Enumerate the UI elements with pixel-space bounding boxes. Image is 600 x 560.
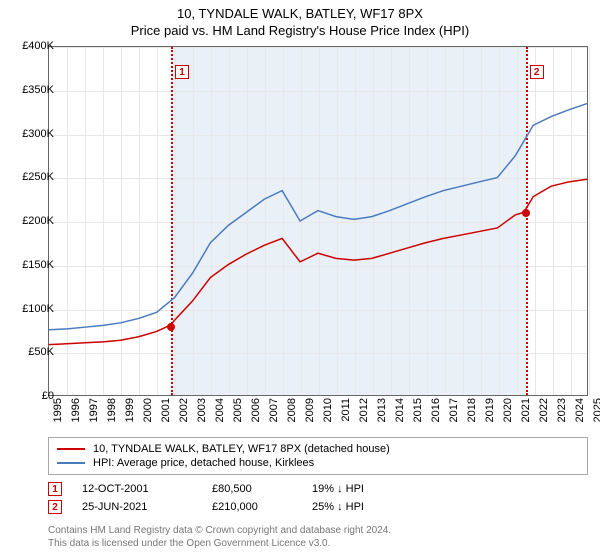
y-axis-label: £350K bbox=[22, 84, 54, 96]
x-axis-label: 2010 bbox=[322, 398, 334, 428]
x-axis-label: 2024 bbox=[574, 398, 586, 428]
x-axis-label: 2003 bbox=[196, 398, 208, 428]
x-axis-label: 2019 bbox=[484, 398, 496, 428]
series-line-property bbox=[49, 179, 587, 344]
y-axis-label: £200K bbox=[22, 215, 54, 227]
title-address: 10, TYNDALE WALK, BATLEY, WF17 8PX bbox=[0, 6, 600, 21]
transaction-date: 25-JUN-2021 bbox=[82, 501, 192, 513]
footer-line1: Contains HM Land Registry data © Crown c… bbox=[48, 524, 588, 537]
legend-label-property: 10, TYNDALE WALK, BATLEY, WF17 8PX (deta… bbox=[93, 443, 390, 455]
x-axis-label: 2005 bbox=[232, 398, 244, 428]
x-axis-label: 2014 bbox=[394, 398, 406, 428]
x-axis-label: 2017 bbox=[448, 398, 460, 428]
x-axis-label: 2020 bbox=[502, 398, 514, 428]
x-axis-label: 2002 bbox=[178, 398, 190, 428]
transaction-marker-icon: 2 bbox=[48, 500, 62, 514]
x-axis-label: 2013 bbox=[376, 398, 388, 428]
chart-lines bbox=[49, 47, 587, 395]
transaction-row: 1 12-OCT-2001 £80,500 19% ↓ HPI bbox=[48, 480, 588, 498]
x-axis-label: 2015 bbox=[412, 398, 424, 428]
footer-attribution: Contains HM Land Registry data © Crown c… bbox=[48, 524, 588, 550]
y-axis-label: £400K bbox=[22, 40, 54, 52]
title-subtitle: Price paid vs. HM Land Registry's House … bbox=[0, 23, 600, 38]
transaction-delta: 19% ↓ HPI bbox=[312, 483, 422, 495]
x-axis-label: 2016 bbox=[430, 398, 442, 428]
x-axis-label: 2007 bbox=[268, 398, 280, 428]
x-axis-label: 2011 bbox=[340, 398, 352, 428]
x-axis-label: 2018 bbox=[466, 398, 478, 428]
x-axis-label: 2006 bbox=[250, 398, 262, 428]
transaction-date: 12-OCT-2001 bbox=[82, 483, 192, 495]
transaction-price: £80,500 bbox=[212, 483, 292, 495]
x-axis-label: 2012 bbox=[358, 398, 370, 428]
y-axis-label: £100K bbox=[22, 303, 54, 315]
y-axis-label: £150K bbox=[22, 259, 54, 271]
y-axis-label: £300K bbox=[22, 128, 54, 140]
footer-line2: This data is licensed under the Open Gov… bbox=[48, 537, 588, 550]
transaction-price: £210,000 bbox=[212, 501, 292, 513]
x-axis-label: 2025 bbox=[592, 398, 600, 428]
x-axis-label: 2004 bbox=[214, 398, 226, 428]
legend-swatch-property bbox=[57, 448, 85, 450]
transaction-marker-icon: 1 bbox=[48, 482, 62, 496]
transaction-row: 2 25-JUN-2021 £210,000 25% ↓ HPI bbox=[48, 498, 588, 516]
x-axis-label: 2008 bbox=[286, 398, 298, 428]
chart-plot-area: 12 bbox=[48, 46, 588, 396]
x-axis-label: 1999 bbox=[124, 398, 136, 428]
chart-title-block: 10, TYNDALE WALK, BATLEY, WF17 8PX Price… bbox=[0, 0, 600, 42]
grid-line-v bbox=[589, 47, 590, 395]
x-axis-label: 2021 bbox=[520, 398, 532, 428]
legend: 10, TYNDALE WALK, BATLEY, WF17 8PX (deta… bbox=[48, 437, 588, 475]
transaction-delta: 25% ↓ HPI bbox=[312, 501, 422, 513]
x-axis-label: 2009 bbox=[304, 398, 316, 428]
legend-item-hpi: HPI: Average price, detached house, Kirk… bbox=[57, 456, 579, 470]
legend-label-hpi: HPI: Average price, detached house, Kirk… bbox=[93, 457, 314, 469]
x-axis-label: 1996 bbox=[70, 398, 82, 428]
x-axis-label: 1997 bbox=[88, 398, 100, 428]
x-axis-label: 2023 bbox=[556, 398, 568, 428]
sale-point bbox=[167, 323, 175, 331]
x-axis-label: 2000 bbox=[142, 398, 154, 428]
y-axis-label: £50K bbox=[28, 346, 54, 358]
sale-point bbox=[522, 209, 530, 217]
series-line-hpi bbox=[49, 104, 587, 330]
legend-item-property: 10, TYNDALE WALK, BATLEY, WF17 8PX (deta… bbox=[57, 442, 579, 456]
x-axis-label: 2022 bbox=[538, 398, 550, 428]
legend-swatch-hpi bbox=[57, 462, 85, 464]
y-axis-label: £250K bbox=[22, 171, 54, 183]
transaction-table: 1 12-OCT-2001 £80,500 19% ↓ HPI 2 25-JUN… bbox=[48, 480, 588, 516]
x-axis-label: 2001 bbox=[160, 398, 172, 428]
x-axis-label: 1995 bbox=[52, 398, 64, 428]
x-axis-label: 1998 bbox=[106, 398, 118, 428]
